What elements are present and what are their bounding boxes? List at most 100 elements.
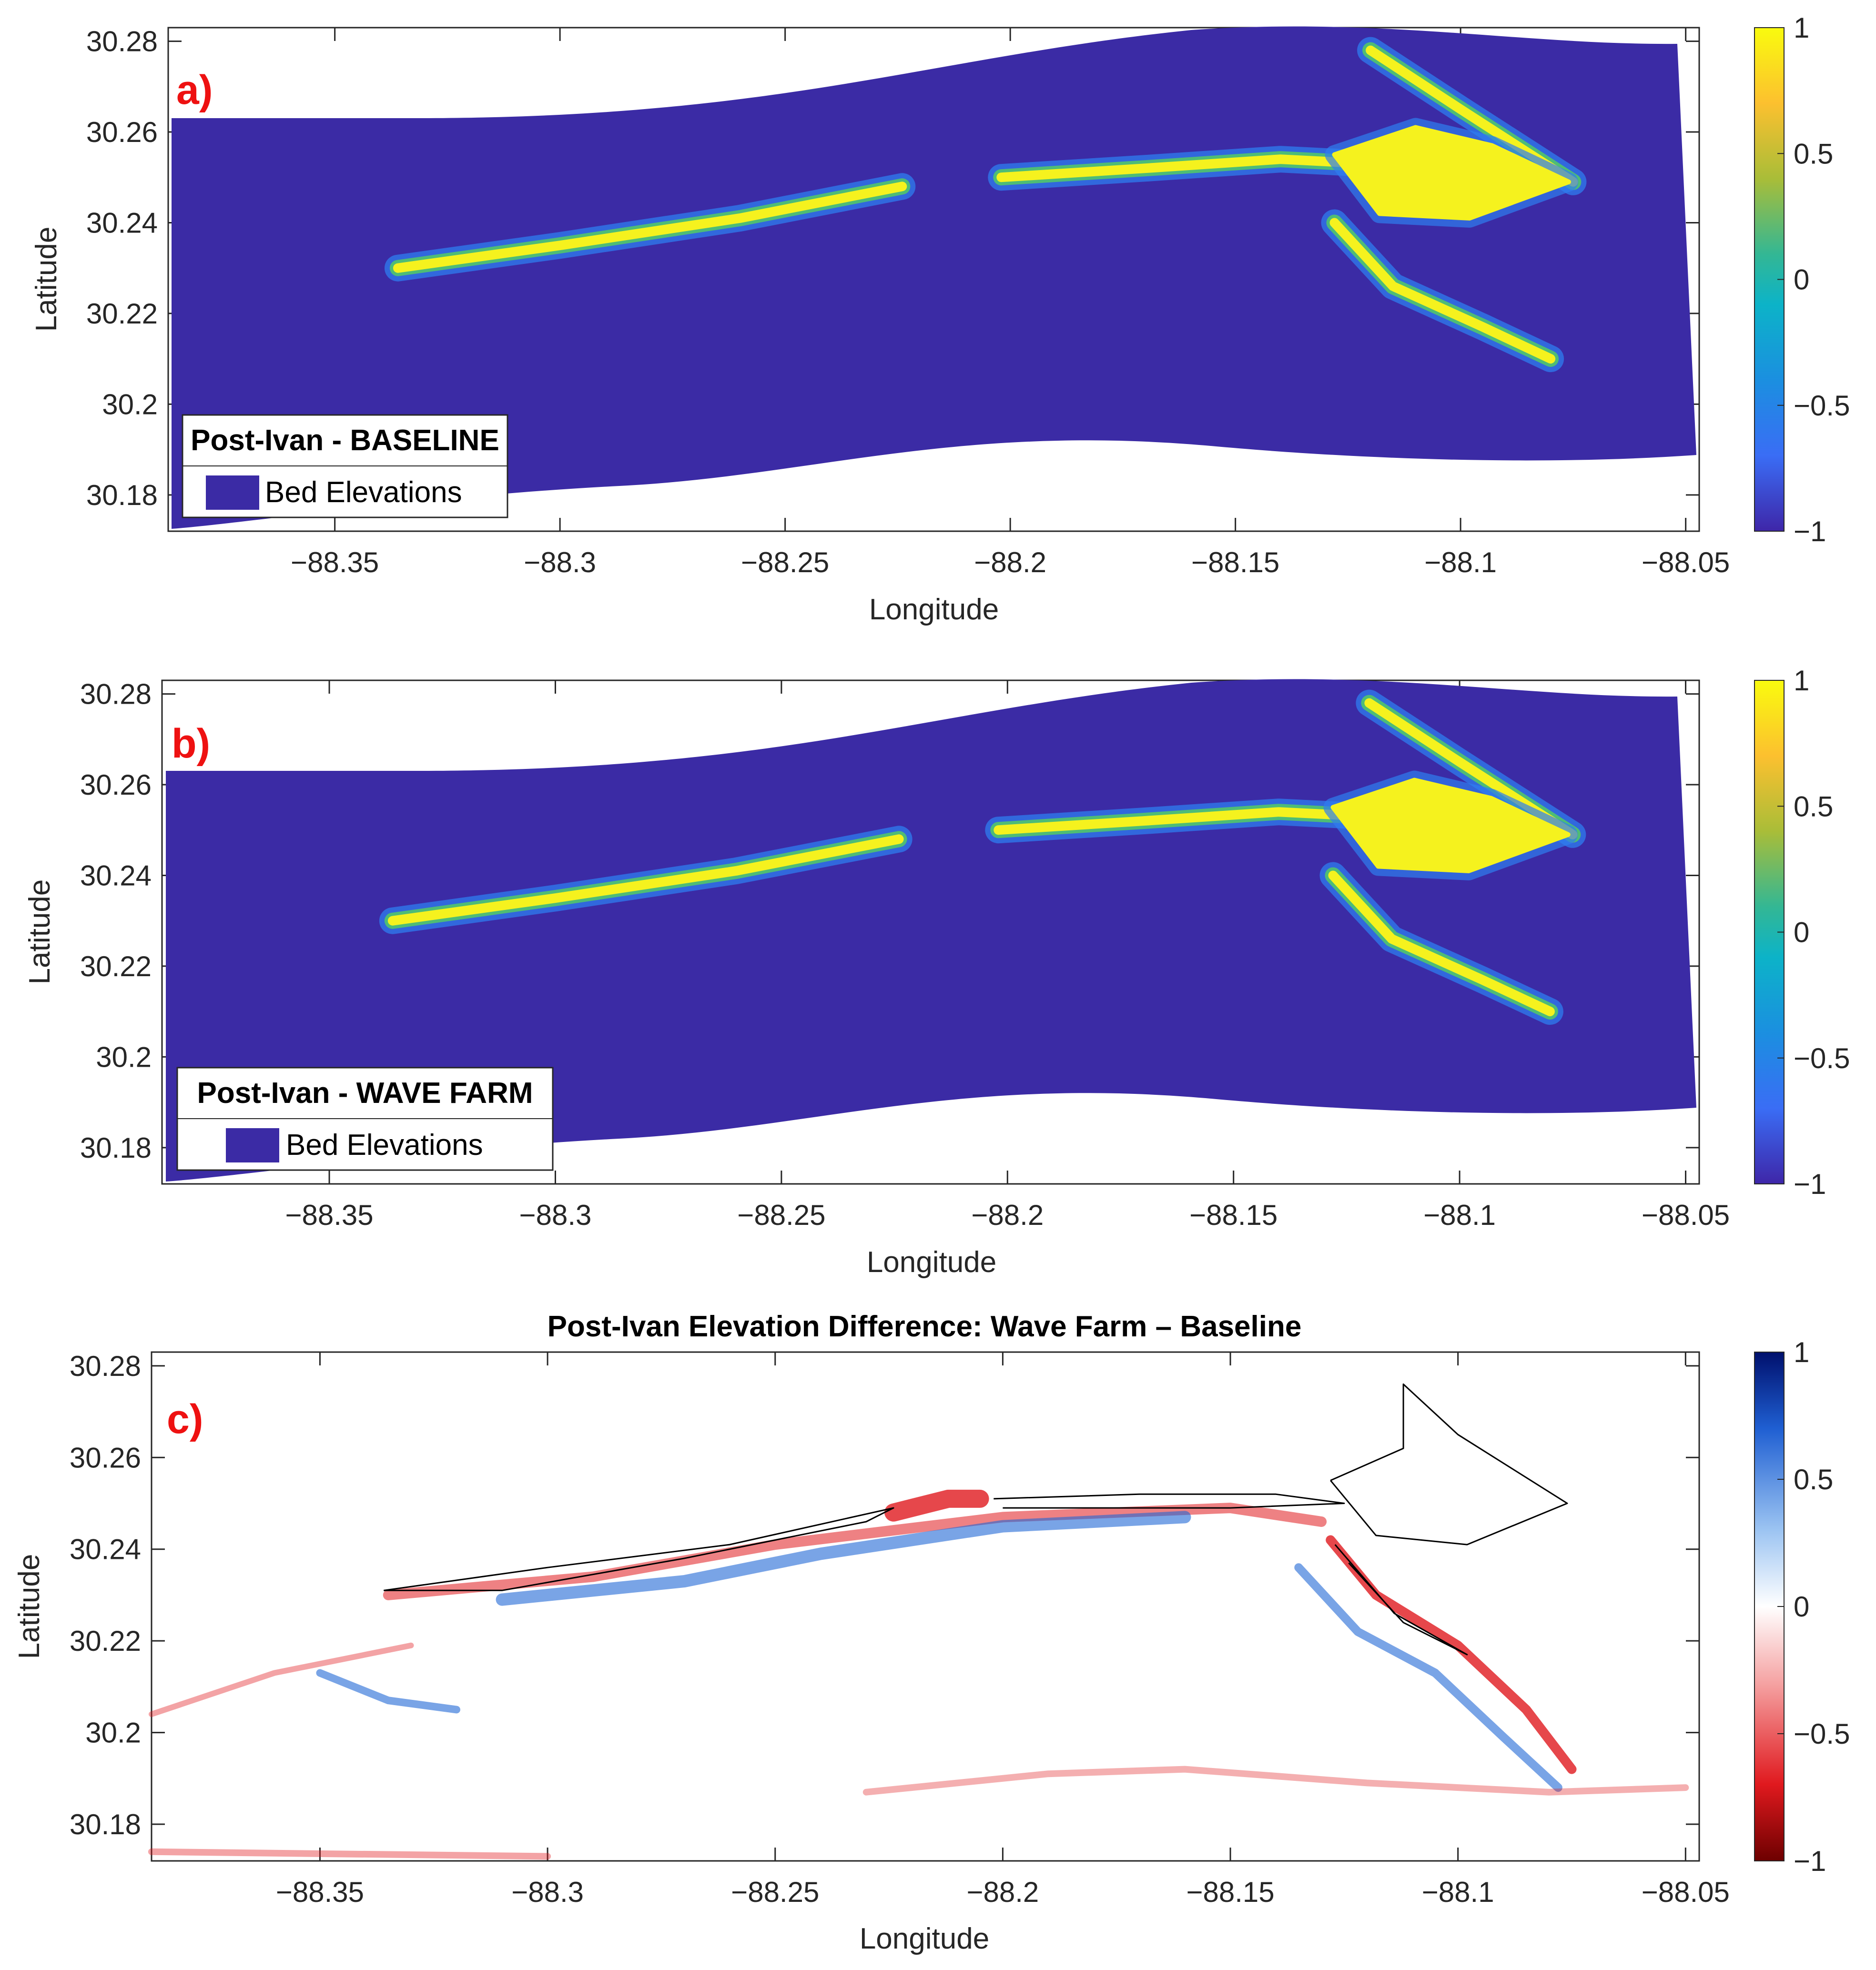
legend-b: Post-Ivan - WAVE FARM Bed Elevations bbox=[176, 1067, 554, 1171]
x-ticks-b: −88.35 −88.3 −88.25 −88.2 −88.15 −88.1 −88.05 bbox=[285, 680, 1730, 1231]
colorbar-bar-b bbox=[1754, 680, 1785, 1184]
y-ticks-c: 30.18 30.2 30.22 30.24 30.26 30.28 bbox=[70, 1350, 1699, 1840]
x-tick-label: −88.35 bbox=[291, 546, 379, 578]
legend-swatch-b bbox=[226, 1128, 279, 1162]
x-axis-label-c: Longitude bbox=[860, 1922, 989, 1955]
colorbar-tick-label: 0 bbox=[1794, 1591, 1809, 1623]
y-ticks-a: 30.18 30.2 30.22 30.24 30.26 30.28 bbox=[86, 26, 1699, 511]
x-tick-label: −88.05 bbox=[1642, 1876, 1730, 1908]
x-tick-label: −88.05 bbox=[1642, 546, 1730, 578]
colorbar-a: 1 0.5 0 −0.5 −1 bbox=[1754, 12, 1850, 547]
y-axis-label-c: Latitude bbox=[13, 1554, 46, 1659]
petit-bois-outline bbox=[383, 1507, 894, 1591]
y-tick-label: 30.26 bbox=[86, 116, 158, 148]
plot-area-c bbox=[151, 1351, 1700, 1862]
y-tick-label: 30.2 bbox=[96, 1041, 152, 1073]
island-shoal-2 bbox=[994, 807, 1374, 835]
colorbar-ticks-b: 1 0.5 0 −0.5 −1 bbox=[1777, 665, 1850, 1200]
island-shoal-2 bbox=[1329, 218, 1556, 364]
panel-label-c: c) bbox=[167, 1396, 203, 1442]
colorbar-tick-label: 1 bbox=[1794, 12, 1809, 44]
colorbar-tick-label: −0.5 bbox=[1794, 390, 1850, 422]
island-shoal-2 bbox=[393, 182, 907, 273]
x-ticks-a: −88.35 −88.3 −88.25 −88.2 −88.15 −88.1 −88.05 bbox=[291, 28, 1730, 578]
x-tick-label: −88.1 bbox=[1423, 1199, 1496, 1231]
x-ticks-c: −88.35 −88.3 −88.25 −88.2 −88.15 −88.1 −88.05 bbox=[276, 1352, 1730, 1908]
bottom-edge-erosion bbox=[148, 1848, 551, 1860]
bathy-features-a bbox=[385, 37, 1587, 373]
panel-a: −88.35 −88.3 −88.25 −88.2 −88.15 −88.1 −88.05 … bbox=[30, 12, 1850, 626]
y-tick-label: 30.24 bbox=[70, 1534, 141, 1566]
panel-label-a: a) bbox=[176, 67, 213, 113]
x-tick-label: −88.35 bbox=[276, 1876, 364, 1908]
erosion-patch-petit-bois-east bbox=[884, 1489, 989, 1522]
dauphin-outline bbox=[994, 1493, 1345, 1509]
colorbar-ticks-a: 1 0.5 0 −0.5 −1 bbox=[1777, 12, 1850, 547]
island-shoal-2 bbox=[996, 154, 1376, 182]
x-tick-label: −88.15 bbox=[1186, 1876, 1274, 1908]
y-tick-label: 30.24 bbox=[86, 207, 158, 239]
x-axis-label-b: Longitude bbox=[867, 1246, 996, 1279]
x-tick-label: −88.2 bbox=[974, 546, 1046, 578]
colorbar-tick-label: 1 bbox=[1794, 1336, 1809, 1368]
x-tick-label: −88.25 bbox=[737, 1199, 825, 1231]
y-tick-label: 30.22 bbox=[80, 950, 152, 982]
x-axis-label-a: Longitude bbox=[869, 593, 999, 626]
difference-features-c bbox=[148, 1383, 1689, 1860]
x-tick-label: −88.05 bbox=[1642, 1199, 1730, 1231]
chart-title-c: Post-Ivan Elevation Difference: Wave Far… bbox=[548, 1310, 1302, 1343]
accretion-band-shoal bbox=[1294, 1563, 1562, 1792]
west-erosion-patch bbox=[149, 1642, 414, 1717]
y-tick-label: 30.18 bbox=[86, 479, 158, 511]
y-axis-label-a: Latitude bbox=[30, 227, 63, 332]
panel-c: Post-Ivan Elevation Difference: Wave Far… bbox=[13, 1310, 1850, 1955]
legend-title-b: Post-Ivan - WAVE FARM bbox=[197, 1077, 533, 1110]
x-tick-label: −88.2 bbox=[966, 1876, 1039, 1908]
x-tick-label: −88.3 bbox=[524, 546, 596, 578]
y-axis-label-b: Latitude bbox=[23, 879, 56, 985]
island-shoal-2 bbox=[387, 834, 904, 926]
y-tick-label: 30.26 bbox=[80, 769, 152, 801]
offshore-erosion-band bbox=[862, 1766, 1689, 1796]
colorbar-tick-label: −1 bbox=[1794, 515, 1826, 547]
accretion-band-south-shore bbox=[496, 1511, 1191, 1606]
island-shoal-2 bbox=[1328, 870, 1555, 1017]
legend-entry-b: Bed Elevations bbox=[286, 1129, 483, 1162]
x-tick-label: −88.3 bbox=[519, 1199, 592, 1231]
y-tick-label: 30.2 bbox=[85, 1717, 141, 1749]
y-tick-label: 30.2 bbox=[102, 388, 158, 420]
peninsula-land bbox=[1330, 778, 1571, 873]
panel-b: −88.35 −88.3 −88.25 −88.2 −88.15 −88.1 −88.05 … bbox=[23, 665, 1850, 1279]
legend-title-a: Post-Ivan - BASELINE bbox=[191, 424, 499, 457]
y-tick-label: 30.26 bbox=[70, 1442, 141, 1474]
x-tick-label: −88.15 bbox=[1191, 546, 1279, 578]
colorbar-tick-label: 0.5 bbox=[1794, 138, 1833, 170]
x-tick-label: −88.25 bbox=[741, 546, 829, 578]
colorbar-tick-label: 0.5 bbox=[1794, 790, 1833, 822]
colorbar-b: 1 0.5 0 −0.5 −1 bbox=[1754, 665, 1850, 1200]
x-tick-label: −88.3 bbox=[511, 1876, 584, 1908]
y-tick-label: 30.28 bbox=[70, 1350, 141, 1382]
peninsula-outline bbox=[1330, 1383, 1568, 1546]
shoal-outline bbox=[1334, 1544, 1468, 1656]
legend-a: Post-Ivan - BASELINE Bed Elevations bbox=[182, 414, 508, 518]
legend-swatch-a bbox=[206, 475, 259, 510]
colorbar-tick-label: −1 bbox=[1794, 1168, 1826, 1200]
colorbar-tick-label: −0.5 bbox=[1794, 1718, 1850, 1750]
colorbar-tick-label: 0.5 bbox=[1794, 1464, 1833, 1495]
x-tick-label: −88.1 bbox=[1424, 546, 1497, 578]
y-tick-label: 30.28 bbox=[80, 678, 152, 710]
peninsula-land bbox=[1332, 125, 1571, 221]
west-accretion-patch bbox=[316, 1669, 460, 1714]
colorbar-tick-label: 1 bbox=[1794, 665, 1809, 697]
bathy-features-b bbox=[379, 689, 1586, 1025]
x-tick-label: −88.2 bbox=[971, 1199, 1044, 1231]
x-tick-label: −88.1 bbox=[1422, 1876, 1494, 1908]
y-tick-label: 30.22 bbox=[86, 298, 158, 330]
colorbar-tick-label: −1 bbox=[1794, 1845, 1826, 1877]
y-tick-label: 30.22 bbox=[70, 1625, 141, 1657]
y-tick-label: 30.18 bbox=[80, 1132, 152, 1164]
colorbar-tick-label: 0 bbox=[1794, 264, 1809, 296]
panel-label-b: b) bbox=[172, 721, 210, 767]
